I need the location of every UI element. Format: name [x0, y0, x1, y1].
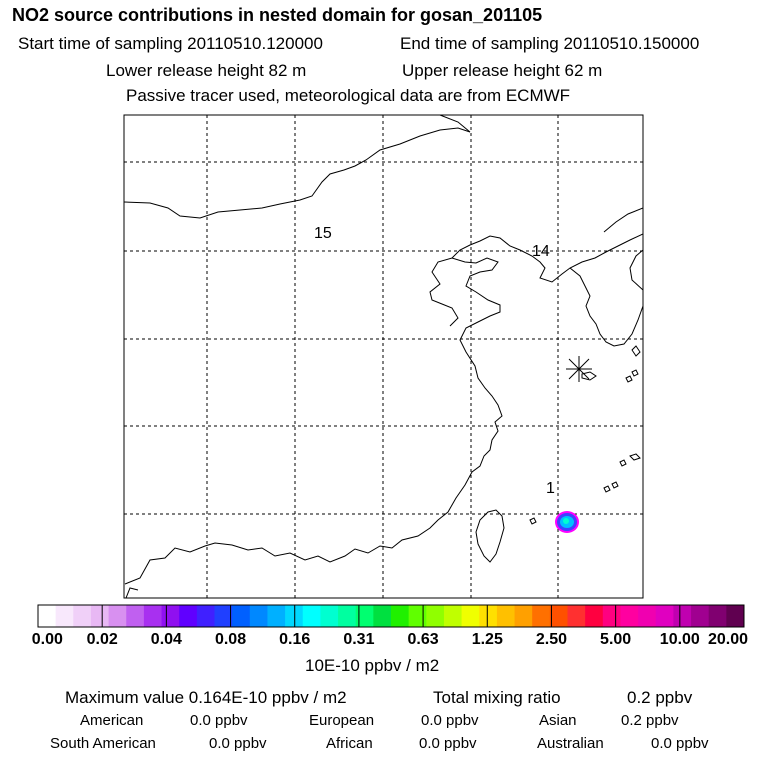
- colorbar-cell: [196, 605, 215, 627]
- colorbar-cell: [673, 605, 692, 627]
- region-name: Asian: [539, 712, 577, 729]
- colorbar-tick-label: 0.63: [407, 631, 439, 648]
- region-value: 0.0 ppbv: [651, 735, 709, 752]
- colorbar-cell: [232, 605, 251, 627]
- colorbar-cell: [514, 605, 533, 627]
- upper-release-height: Upper release height 62 m: [402, 61, 603, 80]
- concentration-plume: [555, 511, 579, 533]
- colorbar-cell: [143, 605, 163, 627]
- colorbar-cell: [461, 605, 480, 627]
- colorbar-cell: [655, 605, 674, 627]
- colorbar-tick-label: 20.00: [707, 631, 749, 648]
- region-value: 0.0 ppbv: [190, 712, 248, 729]
- colorbar-cell: [161, 605, 180, 627]
- colorbar-cell: [691, 605, 710, 627]
- region-value: 0.2 ppbv: [621, 712, 679, 729]
- colorbar-tick-label: 0.08: [214, 631, 247, 648]
- start-time-label: Start time of sampling 20110510.120000: [18, 34, 323, 53]
- colorbar-cell: [708, 605, 727, 627]
- total-mixing-label: Total mixing ratio: [433, 688, 561, 707]
- graticule: [124, 115, 643, 598]
- colorbar-cell: [90, 605, 110, 627]
- colorbar-cell: [726, 605, 745, 627]
- colorbar-cell: [638, 605, 657, 627]
- colorbar-cell: [38, 605, 57, 627]
- total-mixing-value: 0.2 ppbv: [627, 688, 693, 707]
- trajectory-label-1: 1: [546, 480, 555, 497]
- asterisk-icon: [566, 356, 592, 382]
- colorbar-unit: 10E-10 ppbv / m2: [305, 656, 440, 675]
- colorbar-cell: [391, 605, 410, 627]
- colorbar-cell: [108, 605, 127, 627]
- colorbar-cell: [285, 605, 304, 627]
- colorbar-cell: [73, 605, 92, 627]
- map-frame: [123, 114, 644, 599]
- colorbar-tick-label: 0.02: [86, 631, 118, 648]
- colorbar-cell: [532, 605, 551, 627]
- max-value-label: Maximum value 0.164E-10 ppbv / m2: [65, 688, 347, 707]
- colorbar-tick-label: 0.31: [343, 631, 375, 648]
- region-name: Australian: [537, 735, 604, 752]
- colorbar-cell: [620, 605, 639, 627]
- colorbar-cell: [302, 605, 321, 627]
- colorbar-cell: [443, 605, 463, 627]
- colorbar-cell: [567, 605, 586, 627]
- colorbar-tick-label: 0.16: [279, 631, 311, 648]
- region-name: South American: [50, 735, 156, 752]
- colorbar: [37, 604, 745, 628]
- colorbar-cell: [496, 605, 516, 627]
- colorbar-cell: [355, 605, 374, 627]
- colorbar-cell: [126, 605, 145, 627]
- colorbar-cell: [55, 605, 74, 627]
- region-value: 0.0 ppbv: [419, 735, 477, 752]
- colorbar-cell: [549, 605, 568, 627]
- colorbar-cell: [320, 605, 339, 627]
- colorbar-tick-label: 2.50: [535, 631, 568, 648]
- colorbar-cell: [426, 605, 445, 627]
- tracer-note: Passive tracer used, meteorological data…: [126, 86, 571, 105]
- region-value: 0.0 ppbv: [421, 712, 479, 729]
- colorbar-tick-label: 0.04: [150, 631, 182, 648]
- colorbar-cell: [585, 605, 604, 627]
- trajectory-label-14: 14: [532, 243, 550, 260]
- colorbar-tick-label: 0.00: [31, 631, 63, 648]
- region-name: American: [80, 712, 144, 729]
- plot-title: NO2 source contributions in nested domai…: [12, 5, 543, 25]
- colorbar-cell: [408, 605, 427, 627]
- colorbar-cell: [249, 605, 268, 627]
- colorbar-tick-label: 5.00: [600, 631, 632, 648]
- coastlines: [124, 115, 643, 598]
- lower-release-height: Lower release height 82 m: [106, 61, 307, 80]
- colorbar-cell: [214, 605, 233, 627]
- trajectory-label-15: 15: [314, 225, 332, 242]
- colorbar-cell: [338, 605, 357, 627]
- colorbar-cell: [479, 605, 498, 627]
- colorbar-cell: [179, 605, 198, 627]
- colorbar-cell: [373, 605, 392, 627]
- colorbar-tick-label: 1.25: [471, 631, 503, 648]
- region-value: 0.0 ppbv: [209, 735, 267, 752]
- region-name: European: [309, 712, 375, 729]
- end-time-label: End time of sampling 20110510.150000: [400, 34, 700, 53]
- region-name: African: [326, 735, 373, 752]
- colorbar-cell: [267, 605, 286, 627]
- colorbar-tick-label: 10.00: [659, 631, 700, 648]
- colorbar-cell: [602, 605, 621, 627]
